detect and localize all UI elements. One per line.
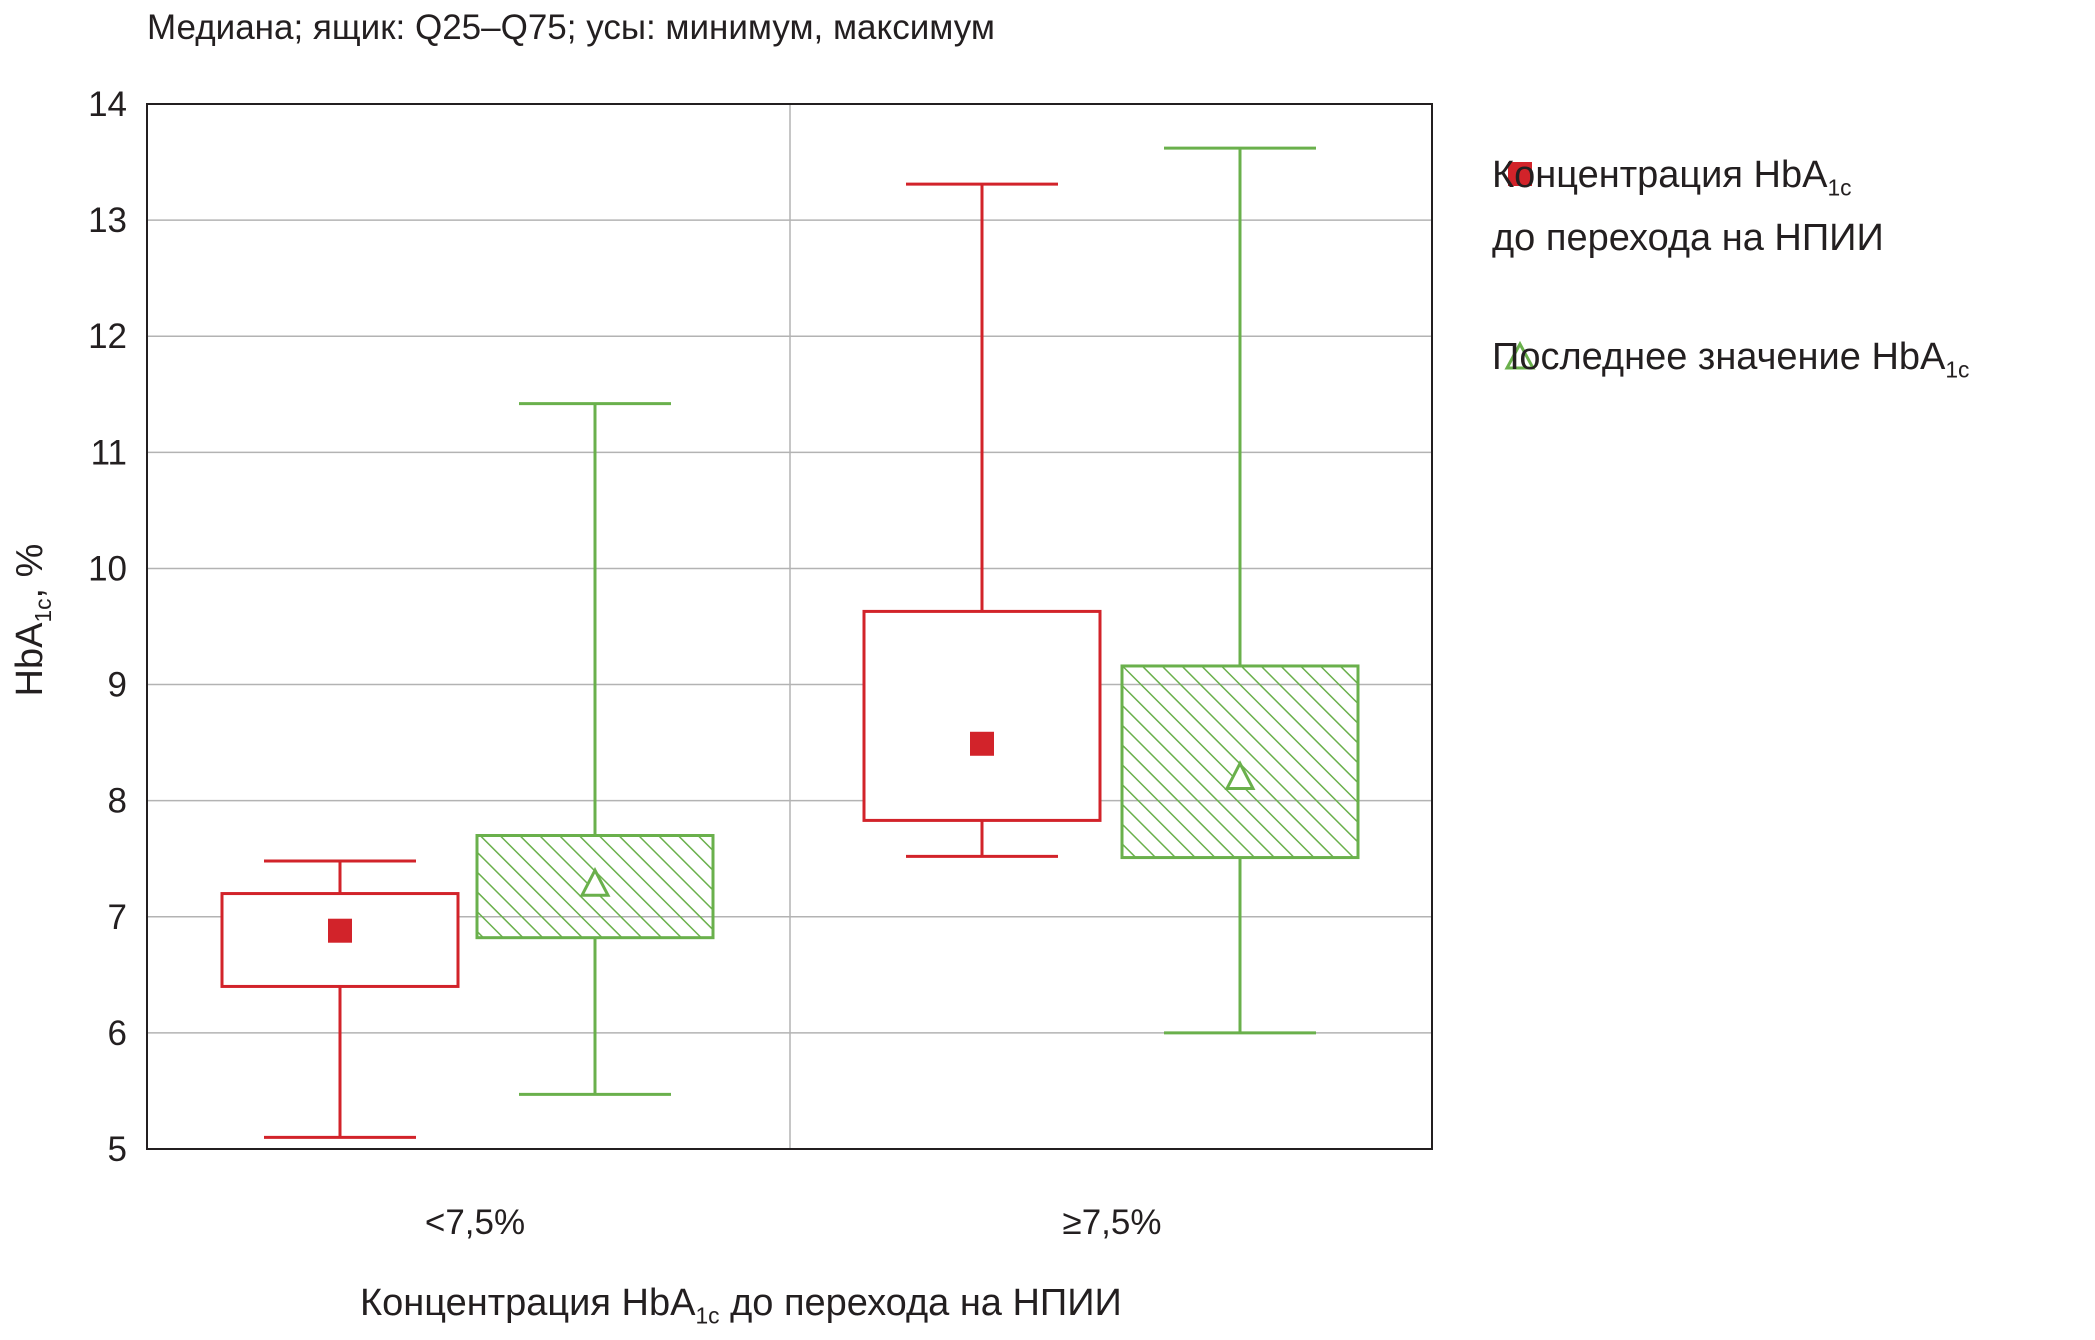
legend-item-before: Концентрация HbA1c до перехода на НПИИ <box>1492 150 1884 263</box>
median-marker <box>328 918 352 943</box>
plot-frame <box>146 103 1433 1150</box>
legend-label-line2: до перехода на НПИИ <box>1492 216 1884 259</box>
median-marker <box>579 867 611 897</box>
legend-label: Концентрация HbA <box>1492 154 1828 196</box>
legend-markers <box>1504 162 1536 370</box>
median-marker <box>970 731 994 756</box>
y-tick-label: 8 <box>108 782 127 821</box>
y-tick-label: 6 <box>108 1014 127 1053</box>
box-1-1 <box>1120 146 1360 1035</box>
chart-title: Медиана; ящик: Q25–Q75; усы: минимум, ма… <box>147 8 995 47</box>
box-0-1 <box>862 182 1102 858</box>
box-0-0 <box>220 859 460 1139</box>
y-axis-ticks: 5 6 7 8 9 10 11 12 13 14 <box>88 85 127 1169</box>
y-tick-label: 5 <box>108 1130 127 1169</box>
y-tick-label: 7 <box>108 898 127 937</box>
x-tick-label-ge75: ≥7,5% <box>1062 1203 1162 1242</box>
y-tick-label: 14 <box>88 85 127 124</box>
y-tick-label: 12 <box>88 317 127 356</box>
x-tick-label-lt75: <7,5% <box>424 1203 526 1242</box>
y-tick-label: 10 <box>88 549 127 588</box>
iqr-box <box>862 609 1102 822</box>
legend-square-icon <box>1508 162 1532 186</box>
legend-triangle-icon <box>1504 340 1536 370</box>
y-tick-label: 13 <box>88 201 127 240</box>
y-tick-label: 11 <box>91 433 127 472</box>
legend-label: Последнее значение HbA <box>1492 336 1946 378</box>
median-marker <box>1224 760 1256 790</box>
legend-item-last: Последнее значение HbA1c <box>1492 336 1970 383</box>
y-tick-label: 9 <box>108 666 127 705</box>
x-axis-label: Концентрация HbA1c до перехода на НПИИ <box>360 1282 1122 1329</box>
box-series <box>220 146 1360 1139</box>
y-axis-label: HbA1c, % <box>9 543 56 697</box>
box-1-0 <box>475 402 715 1096</box>
